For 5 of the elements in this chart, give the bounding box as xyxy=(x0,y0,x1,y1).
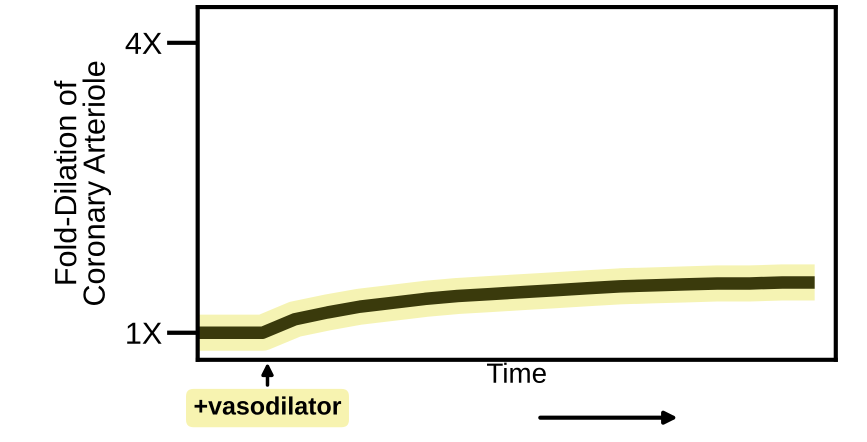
x-axis-title: Time xyxy=(487,362,546,383)
y-tick-label: 4X xyxy=(126,32,162,54)
y-tick-label: 1X xyxy=(127,322,162,344)
text: +vasodilator xyxy=(194,396,342,415)
y-axis-title: Fold-Dilation of Coronary Arteriole xyxy=(54,62,111,305)
